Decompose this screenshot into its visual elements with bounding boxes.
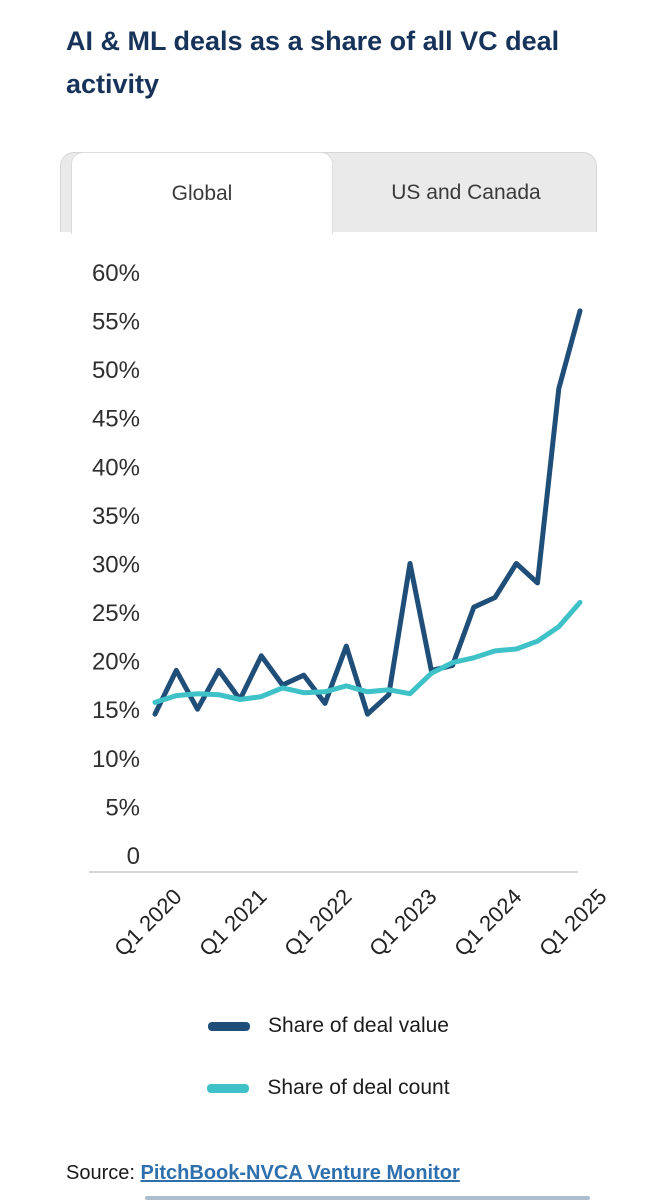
- legend-item-deal-value: Share of deal value: [208, 1012, 449, 1040]
- tab-us-and-canada[interactable]: US and Canada: [341, 153, 591, 232]
- y-tick-label: 10%: [92, 746, 140, 773]
- y-tick-label: 40%: [92, 454, 140, 481]
- source-prefix: Source:: [66, 1162, 135, 1184]
- source-link[interactable]: PitchBook-NVCA Venture Monitor: [140, 1162, 460, 1184]
- y-tick-label: 55%: [92, 309, 140, 336]
- series-line-1: [152, 599, 583, 705]
- y-tick-label: 60%: [92, 260, 140, 287]
- page-title: AI & ML deals as a share of all VC deal …: [66, 26, 560, 100]
- legend-item-deal-count: Share of deal count: [207, 1074, 450, 1102]
- chart-area: 60% 55% 50% 45% 40% 35% 30% 25% 20% 15% 10% 5% 0 Q1 2…: [0, 250, 657, 965]
- legend-label: Share of deal value: [268, 1014, 449, 1037]
- y-tick-label: 35%: [92, 503, 140, 530]
- clipped-next-row: [145, 1196, 590, 1200]
- y-tick-label: 50%: [92, 357, 140, 384]
- tab-global[interactable]: Global: [71, 152, 333, 234]
- x-tick-label: Q1 2020: [109, 884, 186, 961]
- series-line-0: [152, 308, 583, 717]
- y-tick-label: 5%: [105, 794, 140, 821]
- chart-legend: Share of deal value Share of deal count: [0, 1012, 657, 1102]
- x-tick-label: Q1 2022: [279, 884, 356, 961]
- x-tick-label: Q1 2024: [449, 884, 526, 961]
- x-tick-label: Q1 2021: [194, 884, 271, 961]
- x-tick-label: Q1 2025: [534, 884, 611, 961]
- y-tick-label: 30%: [92, 551, 140, 578]
- source-line: Source: PitchBook-NVCA Venture Monitor: [66, 1162, 460, 1185]
- region-tab-bar: Global US and Canada: [60, 152, 597, 234]
- y-tick-label: 15%: [92, 697, 140, 724]
- deal-value-swatch-icon: [208, 1021, 251, 1031]
- y-tick-label: 0: [127, 843, 140, 870]
- line-chart: 60% 55% 50% 45% 40% 35% 30% 25% 20% 15% 10% 5% 0 Q1 2…: [89, 260, 612, 961]
- y-tick-label: 20%: [92, 649, 140, 676]
- y-tick-label: 45%: [92, 406, 140, 433]
- x-tick-label: Q1 2023: [364, 884, 441, 961]
- legend-label: Share of deal count: [267, 1076, 450, 1099]
- deal-count-swatch-icon: [207, 1083, 250, 1093]
- y-tick-label: 25%: [92, 600, 140, 627]
